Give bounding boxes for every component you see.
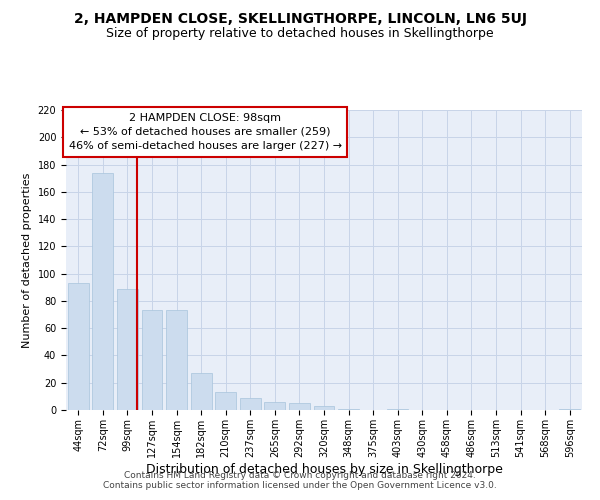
Text: 2 HAMPDEN CLOSE: 98sqm
← 53% of detached houses are smaller (259)
46% of semi-de: 2 HAMPDEN CLOSE: 98sqm ← 53% of detached…: [69, 113, 342, 151]
Text: Size of property relative to detached houses in Skellingthorpe: Size of property relative to detached ho…: [106, 28, 494, 40]
Bar: [387, 408, 408, 410]
Bar: [68, 283, 89, 410]
Bar: [166, 310, 187, 410]
Bar: [142, 310, 163, 410]
Text: Contains HM Land Registry data © Crown copyright and database right 2024.
Contai: Contains HM Land Registry data © Crown c…: [103, 470, 497, 490]
Bar: [215, 392, 236, 410]
X-axis label: Distribution of detached houses by size in Skellingthorpe: Distribution of detached houses by size …: [146, 462, 502, 475]
Bar: [265, 402, 286, 410]
Bar: [92, 172, 113, 410]
Bar: [117, 288, 138, 410]
Bar: [338, 408, 359, 410]
Bar: [314, 406, 334, 410]
Bar: [240, 398, 261, 410]
Bar: [191, 373, 212, 410]
Y-axis label: Number of detached properties: Number of detached properties: [22, 172, 32, 348]
Text: 2, HAMPDEN CLOSE, SKELLINGTHORPE, LINCOLN, LN6 5UJ: 2, HAMPDEN CLOSE, SKELLINGTHORPE, LINCOL…: [74, 12, 527, 26]
Bar: [289, 403, 310, 410]
Bar: [559, 408, 580, 410]
